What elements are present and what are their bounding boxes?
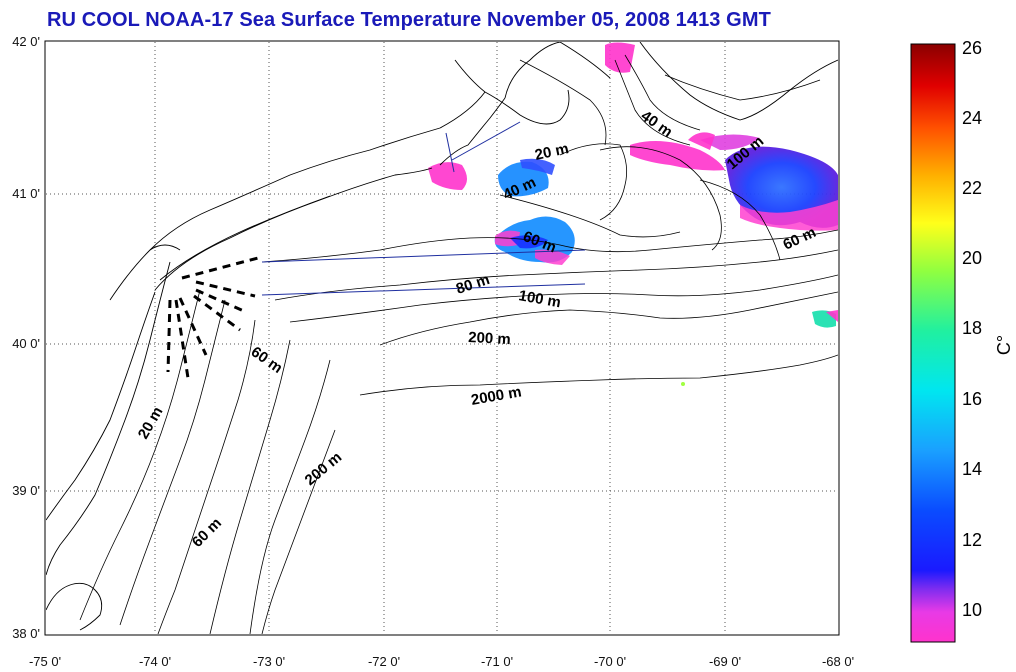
colorbar-unit: C° <box>994 335 1014 355</box>
colorbar-tick: 24 <box>962 108 982 128</box>
lon-tick: -75 0' <box>29 654 61 669</box>
lat-tick: 38 0' <box>12 626 40 641</box>
colorbar-tick: 22 <box>962 178 982 198</box>
sampling-lines <box>261 121 586 296</box>
lon-tick: -74 0' <box>139 654 171 669</box>
contour-label: 20 m <box>533 140 570 164</box>
map-title: RU COOL NOAA-17 Sea Surface Temperature … <box>47 9 771 31</box>
colorbar-scale <box>910 43 956 643</box>
lat-tick: 41 0' <box>12 186 40 201</box>
colorbar-tick: 18 <box>962 318 982 338</box>
lat-tick: 40 0' <box>12 336 40 351</box>
lon-tick: -68 0' <box>822 654 854 669</box>
colorbar-tick: 20 <box>962 248 982 268</box>
colorbar-tick: 12 <box>962 530 982 550</box>
contour-label: 200 m <box>468 329 511 348</box>
bathymetry-contours <box>79 54 838 634</box>
plot-frame <box>44 40 840 636</box>
lat-tick: 42 0' <box>12 34 40 49</box>
transect-lines <box>166 256 259 379</box>
lon-tick: -69 0' <box>709 654 741 669</box>
sst-data-layer <box>428 42 838 386</box>
longitude-ticks: -75 0' -74 0' -73 0' -72 0' -71 0' -70 0… <box>29 654 854 669</box>
temperature-colorbar: 26 24 22 20 18 16 14 12 10 C° <box>910 38 1014 643</box>
lat-tick: 39 0' <box>12 483 40 498</box>
colorbar-tick: 26 <box>962 38 982 58</box>
lon-tick: -73 0' <box>253 654 285 669</box>
colorbar-tick: 16 <box>962 389 982 409</box>
latitude-ticks: 38 0' 39 0' 40 0' 41 0' 42 0' <box>12 34 40 641</box>
lon-tick: -70 0' <box>594 654 626 669</box>
lon-tick: -71 0' <box>481 654 513 669</box>
colorbar-tick: 14 <box>962 459 982 479</box>
lon-tick: -72 0' <box>368 654 400 669</box>
colorbar-tick: 10 <box>962 600 982 620</box>
graticule <box>46 42 838 634</box>
